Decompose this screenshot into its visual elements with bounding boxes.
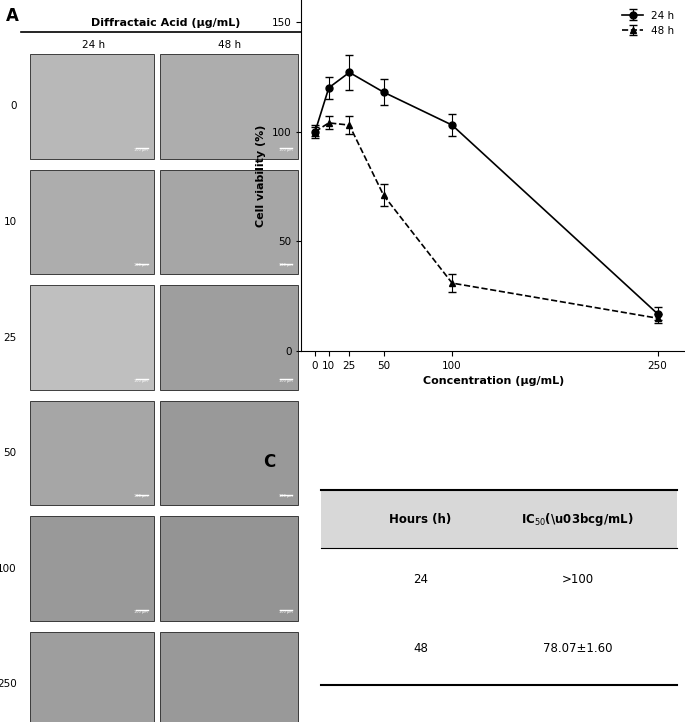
Text: IC$_{50}$(\u03bcg/mL): IC$_{50}$(\u03bcg/mL) [521, 510, 634, 528]
Text: >100: >100 [562, 573, 593, 586]
Text: 250: 250 [0, 679, 16, 689]
FancyBboxPatch shape [30, 54, 153, 159]
Text: C: C [263, 453, 275, 471]
FancyBboxPatch shape [30, 516, 153, 621]
Legend: 24 h, 48 h: 24 h, 48 h [617, 5, 680, 41]
Text: 48: 48 [413, 642, 428, 655]
Text: 100 μm: 100 μm [279, 263, 292, 267]
Text: 100 μm: 100 μm [279, 147, 292, 152]
FancyBboxPatch shape [30, 285, 153, 390]
Text: 25: 25 [3, 333, 16, 342]
Text: A: A [6, 7, 19, 25]
Text: 100 μm: 100 μm [279, 609, 292, 614]
Text: 100: 100 [0, 564, 16, 573]
FancyBboxPatch shape [160, 54, 299, 159]
Text: 100 μm: 100 μm [134, 263, 148, 267]
Y-axis label: Cell viability (%): Cell viability (%) [256, 124, 266, 227]
FancyBboxPatch shape [321, 490, 677, 548]
Text: 48 h: 48 h [218, 40, 240, 50]
FancyBboxPatch shape [30, 401, 153, 505]
Text: 100 μm: 100 μm [134, 378, 148, 383]
Text: 100 μm: 100 μm [134, 609, 148, 614]
FancyBboxPatch shape [160, 516, 299, 621]
Text: 100 μm: 100 μm [279, 378, 292, 383]
FancyBboxPatch shape [160, 170, 299, 274]
Text: 10: 10 [3, 217, 16, 227]
Text: 100 μm: 100 μm [279, 494, 292, 498]
FancyBboxPatch shape [160, 632, 299, 722]
Text: Hours (h): Hours (h) [389, 513, 451, 526]
FancyBboxPatch shape [30, 170, 153, 274]
Text: 0: 0 [10, 102, 16, 111]
Text: 24 h: 24 h [82, 40, 105, 50]
Text: 24: 24 [413, 573, 428, 586]
Text: 50: 50 [3, 448, 16, 458]
X-axis label: Concentration (μg/mL): Concentration (μg/mL) [423, 376, 564, 386]
FancyBboxPatch shape [160, 401, 299, 505]
Text: Diffractaic Acid (μg/mL): Diffractaic Acid (μg/mL) [91, 18, 240, 28]
Text: 100 μm: 100 μm [134, 147, 148, 152]
FancyBboxPatch shape [160, 285, 299, 390]
Text: 78.07±1.60: 78.07±1.60 [543, 642, 612, 655]
FancyBboxPatch shape [30, 632, 153, 722]
Text: 100 μm: 100 μm [134, 494, 148, 498]
